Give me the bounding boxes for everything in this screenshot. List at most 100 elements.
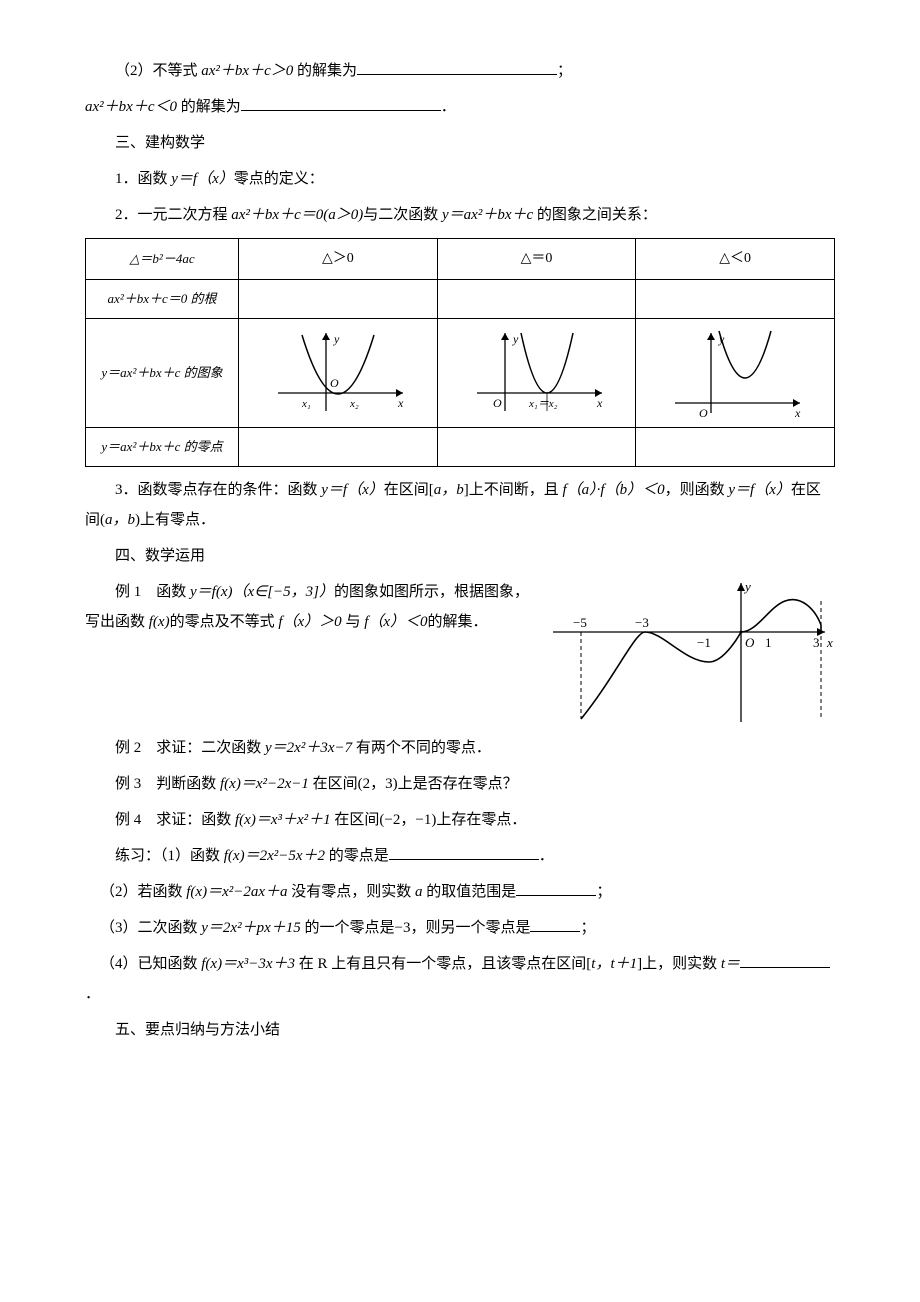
q2-line2: ax²＋bx＋c＜0 的解集为．	[85, 92, 835, 122]
practice-1: 练习：（1）函数 f(x)＝2x²−5x＋2 的零点是．	[85, 841, 835, 871]
text: 有两个不同的零点．	[352, 740, 491, 756]
cell	[437, 428, 636, 467]
expr: y＝ax²＋bx＋c	[442, 207, 533, 223]
text: )上有零点．	[135, 512, 215, 528]
text: 的图象之间关系：	[533, 207, 657, 223]
blank	[357, 59, 557, 75]
expr: f（a）·f（b）＜0	[563, 482, 665, 498]
example-1-block: y x O −5 −3 −1 1 3 例 1 函数 y＝f(x)（x∈[−5，3…	[85, 577, 835, 727]
text: 的解集．	[428, 614, 488, 630]
cell: △＞0	[239, 239, 438, 280]
tick: 3	[813, 635, 820, 650]
expr: ax²＋bx＋c＝0(a＞0)	[231, 207, 363, 223]
text: 与二次函数	[363, 207, 442, 223]
blank	[530, 916, 580, 932]
section-5-title: 五、要点归纳与方法小结	[85, 1015, 835, 1045]
origin-label: O	[330, 376, 339, 390]
text: 在 R 上有且只有一个零点，且该零点在区间[	[295, 956, 591, 972]
text: 的零点是	[325, 848, 389, 864]
text: 例 3 判断函数	[115, 776, 220, 792]
cell: y＝ax²＋bx＋c 的零点	[86, 428, 239, 467]
text: 在区间(2，3)上是否存在零点？	[309, 776, 518, 792]
x1-label: x₁	[301, 398, 311, 410]
example-2: 例 2 求证：二次函数 y＝2x²＋3x−7 有两个不同的零点．	[85, 733, 835, 763]
item-3: 3．函数零点存在的条件：函数 y＝f（x）在区间[ a，b ]上不间断，且 f（a）…	[85, 475, 835, 535]
text: （4）已知函数	[100, 956, 201, 972]
example1-curve-icon: y x O −5 −3 −1 1 3	[545, 577, 835, 727]
text: 在区间[	[384, 482, 434, 498]
q2-line1: （2）不等式 ax²＋bx＋c＞0 的解集为；	[85, 56, 835, 86]
text: 练习：（1）函数	[115, 848, 224, 864]
expr: f（x）＜0	[364, 614, 427, 630]
expr: y＝f（x）	[321, 482, 383, 498]
text: （2）若函数	[100, 884, 186, 900]
var: t，t＋1	[591, 956, 637, 972]
tick: 1	[765, 635, 772, 650]
text: 2．一元二次方程	[115, 207, 231, 223]
var: a，b	[105, 512, 135, 528]
expr: f(x)＝x²−2x−1	[220, 776, 309, 792]
text: 零点的定义：	[234, 171, 324, 187]
text: 例 4 求证：函数	[115, 812, 235, 828]
x1x2-label: x₁＝x₂	[528, 398, 558, 410]
text: ．	[539, 848, 554, 864]
item-2: 2．一元二次方程 ax²＋bx＋c＝0(a＞0)与二次函数 y＝ax²＋bx＋c…	[85, 200, 835, 230]
label: △＝b²－4ac	[129, 251, 194, 266]
x-label: x	[596, 396, 603, 410]
label: ax²＋bx＋c＝0 的根	[108, 291, 217, 306]
parabola-no-root-icon: y x O	[655, 325, 815, 421]
expr: f(x)＝x²−2ax＋a	[186, 884, 287, 900]
table-row: △＝b²－4ac △＞0 △＝0 △＜0	[86, 239, 835, 280]
text: 例 2 求证：二次函数	[115, 740, 265, 756]
y-label: y	[333, 332, 340, 346]
expr: ax²＋bx＋c＜0	[85, 99, 177, 115]
text: 没有零点，则实数	[288, 884, 416, 900]
text: 的一个零点是−3，则另一个零点是	[301, 920, 531, 936]
origin-label: O	[745, 635, 755, 650]
expr: y＝f（x）	[171, 171, 233, 187]
cell	[636, 428, 835, 467]
var: t＝	[721, 956, 740, 972]
origin-label: O	[493, 396, 502, 410]
y-label: y	[512, 332, 519, 346]
section-3-title: 三、建构数学	[85, 128, 835, 158]
blank	[389, 844, 539, 860]
example-3: 例 3 判断函数 f(x)＝x²−2x−1 在区间(2，3)上是否存在零点？	[85, 769, 835, 799]
var: a	[415, 884, 423, 900]
x-label: x	[826, 635, 833, 650]
text: 1．函数	[115, 171, 171, 187]
practice-4: （4）已知函数 f(x)＝x³−3x＋3 在 R 上有且只有一个零点，且该零点在…	[85, 949, 835, 1009]
blank	[516, 880, 596, 896]
y-label: y	[718, 332, 725, 346]
graph-cell-one-root: y x O x₁＝x₂	[437, 319, 636, 428]
cell	[437, 280, 636, 319]
text: ]上不间断，且	[464, 482, 563, 498]
origin-label: O	[699, 406, 708, 420]
expr: f(x)＝x³−3x＋3	[201, 956, 295, 972]
expr: y＝f(x)（x∈[−5，3]）	[190, 584, 334, 600]
text: 的取值范围是	[423, 884, 517, 900]
text: 的解集为	[177, 99, 241, 115]
text: 3．函数零点存在的条件：函数	[115, 482, 321, 498]
text: 在区间(−2，−1)上存在零点．	[331, 812, 527, 828]
tick: −5	[573, 615, 587, 630]
text: 例 1 函数	[115, 584, 190, 600]
table-row: y＝ax²＋bx＋c 的图象 y x O x₁ x₂	[86, 319, 835, 428]
tick: −3	[635, 615, 649, 630]
cell	[636, 280, 835, 319]
text: 的零点及不等式	[170, 614, 279, 630]
expr: ax²＋bx＋c＞0	[201, 63, 293, 79]
label: y＝ax²＋bx＋c 的图象	[101, 365, 222, 380]
discriminant-table: △＝b²－4ac △＞0 △＝0 △＜0 ax²＋bx＋c＝0 的根 y＝ax²…	[85, 238, 835, 467]
section-4-title: 四、数学运用	[85, 541, 835, 571]
graph-cell-two-roots: y x O x₁ x₂	[239, 319, 438, 428]
text: ，则函数	[665, 482, 729, 498]
blank	[740, 952, 830, 968]
text: ；	[580, 920, 595, 936]
table-row: y＝ax²＋bx＋c 的零点	[86, 428, 835, 467]
tick: −1	[697, 635, 711, 650]
x-label: x	[794, 406, 801, 420]
expr: y＝2x²＋px＋15	[201, 920, 300, 936]
cell: △＝b²－4ac	[86, 239, 239, 280]
label: y＝ax²＋bx＋c 的零点	[101, 439, 222, 454]
